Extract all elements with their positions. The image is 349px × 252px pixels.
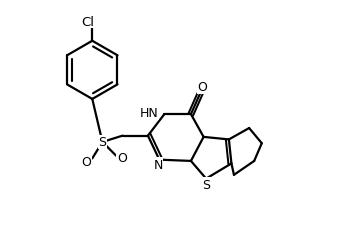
- Text: O: O: [198, 81, 207, 94]
- Text: S: S: [202, 178, 210, 191]
- Text: HN: HN: [139, 107, 158, 120]
- Text: O: O: [81, 155, 91, 168]
- Text: O: O: [117, 152, 127, 165]
- Text: Cl: Cl: [81, 16, 94, 29]
- Text: S: S: [98, 136, 106, 149]
- Text: N: N: [153, 158, 163, 171]
